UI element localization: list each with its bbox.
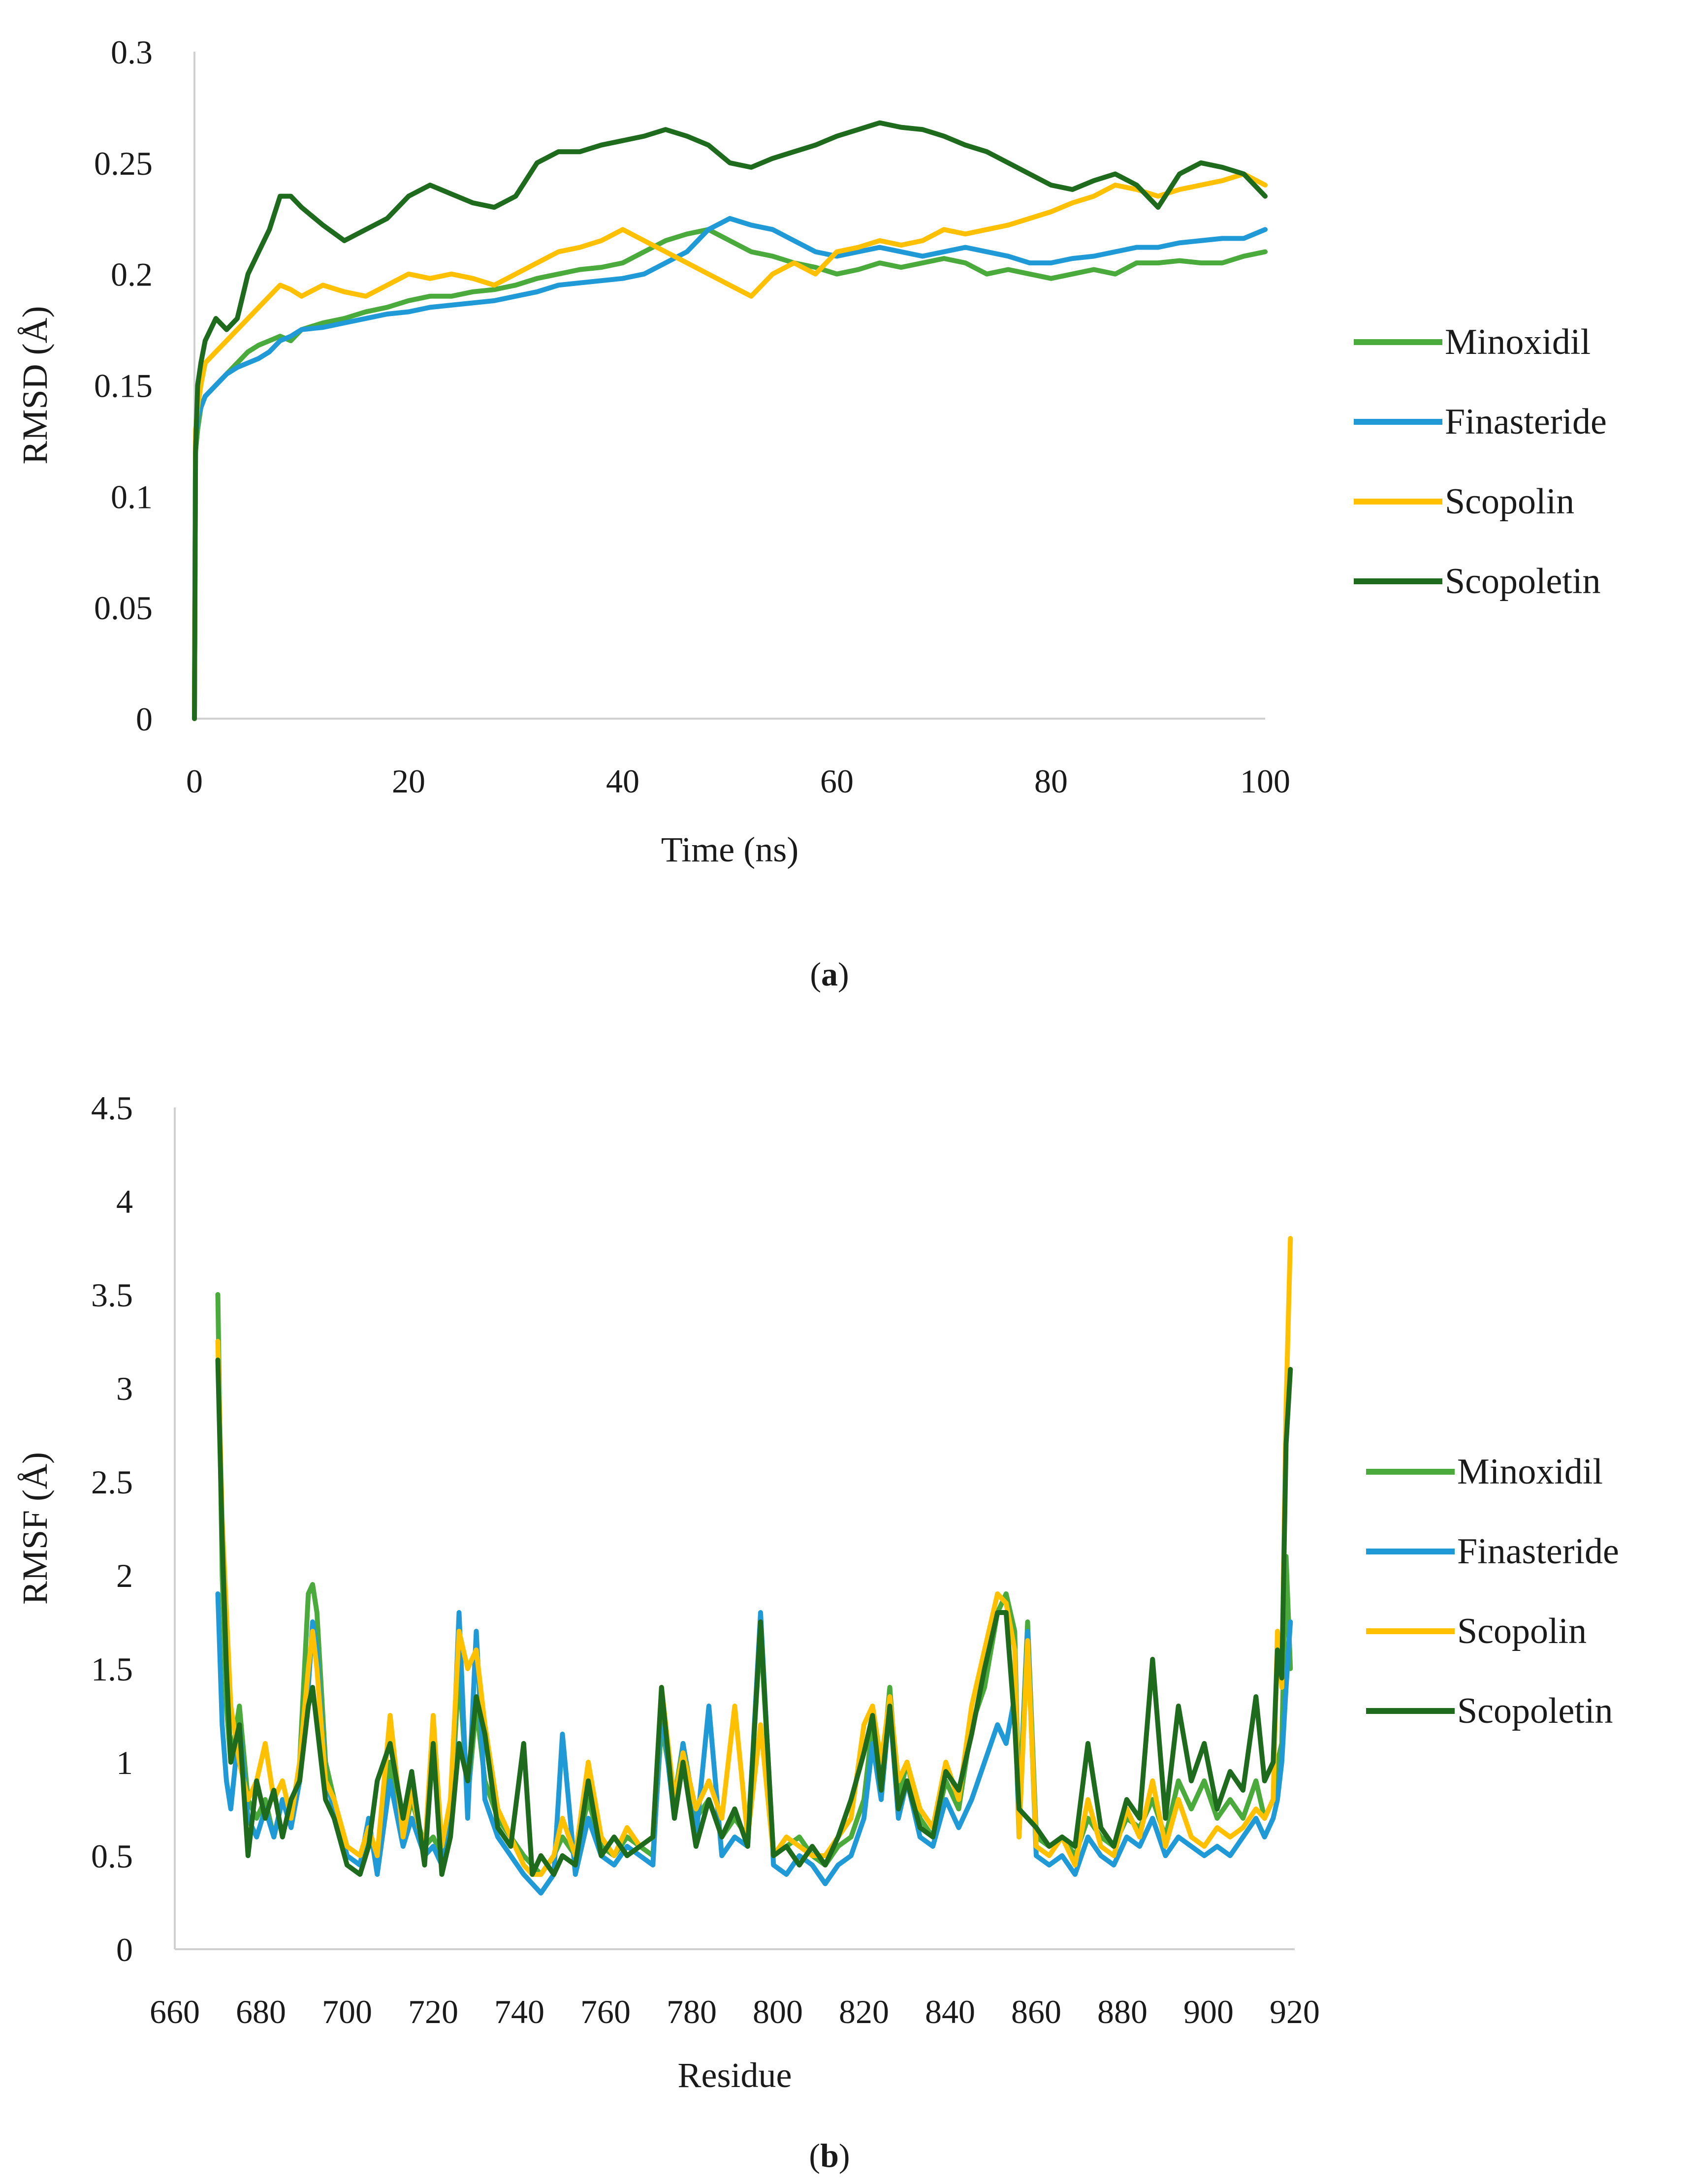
legend-label-scopoletin: Scopoletin xyxy=(1445,561,1601,601)
x-tick-label: 700 xyxy=(322,1993,372,2030)
x-tick-label: 780 xyxy=(667,1993,717,2030)
x-tick-label: 20 xyxy=(392,762,425,800)
y-tick-label: 0.2 xyxy=(111,256,153,293)
legend-label-minoxidil: Minoxidil xyxy=(1445,322,1591,362)
x-tick-label: 0 xyxy=(186,762,203,800)
x-tick-label: 800 xyxy=(753,1993,803,2030)
caption-b: (b) xyxy=(809,2137,850,2174)
caption-a: (a) xyxy=(810,955,849,993)
x-tick-label: 680 xyxy=(236,1993,286,2030)
y-tick-label: 3 xyxy=(116,1370,133,1407)
x-tick-label: 920 xyxy=(1270,1993,1320,2030)
legend-label-scopoletin: Scopoletin xyxy=(1457,1691,1613,1731)
chart-panel-b: 0 0.5 1 1.5 2 2.5 3 3.5 4 4.5 660 680 700 720 740 760 78… xyxy=(15,1089,1619,2095)
series-line-minoxidil xyxy=(192,227,1268,721)
x-tick-label: 60 xyxy=(820,762,854,800)
x-tick-label: 900 xyxy=(1183,1993,1234,2030)
series-line-scopoletin xyxy=(192,120,1268,721)
x-tick-label: 840 xyxy=(925,1993,975,2030)
y-tick-label: 2 xyxy=(116,1557,133,1594)
y-tick-label: 1.5 xyxy=(91,1650,133,1688)
y-tick-label: 0.15 xyxy=(94,367,153,405)
y-axis-title: RMSF (Å) xyxy=(15,1452,55,1605)
y-tick-label: 0.25 xyxy=(94,145,153,182)
x-tick-label: 660 xyxy=(150,1993,200,2030)
legend-label-scopolin: Scopolin xyxy=(1457,1611,1587,1651)
y-tick-label: 4 xyxy=(116,1183,133,1220)
y-tick-label: 4.5 xyxy=(91,1089,133,1127)
series-line-finasteride xyxy=(192,216,1268,721)
y-tick-label: 1 xyxy=(116,1744,133,1781)
y-tick-label: 3.5 xyxy=(91,1276,133,1314)
y-axis-title: RMSD (Å) xyxy=(15,306,55,464)
x-tick-label: 880 xyxy=(1097,1993,1147,2030)
legend-label-scopolin: Scopolin xyxy=(1445,481,1574,522)
x-tick-label: 860 xyxy=(1011,1993,1061,2030)
y-tick-label: 0 xyxy=(136,700,153,738)
y-tick-label: 0.3 xyxy=(111,33,153,71)
y-tick-label: 0.5 xyxy=(91,1837,133,1875)
y-tick-label: 2.5 xyxy=(91,1463,133,1501)
x-tick-label: 760 xyxy=(580,1993,631,2030)
chart-panel-a: 0 0.05 0.1 0.15 0.2 0.25 0.3 0 20 40 60 80 100 Time (… xyxy=(15,33,1607,869)
y-tick-label: 0.1 xyxy=(111,478,153,515)
x-axis-title: Residue xyxy=(678,2056,792,2095)
x-tick-label: 740 xyxy=(494,1993,544,2030)
x-tick-label: 80 xyxy=(1034,762,1068,800)
x-tick-label: 720 xyxy=(408,1993,458,2030)
legend-label-finasteride: Finasteride xyxy=(1457,1531,1619,1572)
series-line-scopolin xyxy=(192,171,1268,721)
y-tick-label: 0 xyxy=(116,1931,133,1968)
series-line-scopoletin xyxy=(215,1358,1293,1877)
x-tick-label: 100 xyxy=(1240,762,1290,800)
legend-label-finasteride: Finasteride xyxy=(1445,402,1607,442)
x-tick-label: 40 xyxy=(606,762,639,800)
series-line-finasteride xyxy=(215,1591,1293,1896)
x-axis-title: Time (ns) xyxy=(661,830,798,869)
y-tick-label: 0.05 xyxy=(94,589,153,627)
legend-label-minoxidil: Minoxidil xyxy=(1457,1452,1603,1492)
series-line-scopolin xyxy=(215,1236,1293,1877)
x-tick-label: 820 xyxy=(839,1993,889,2030)
